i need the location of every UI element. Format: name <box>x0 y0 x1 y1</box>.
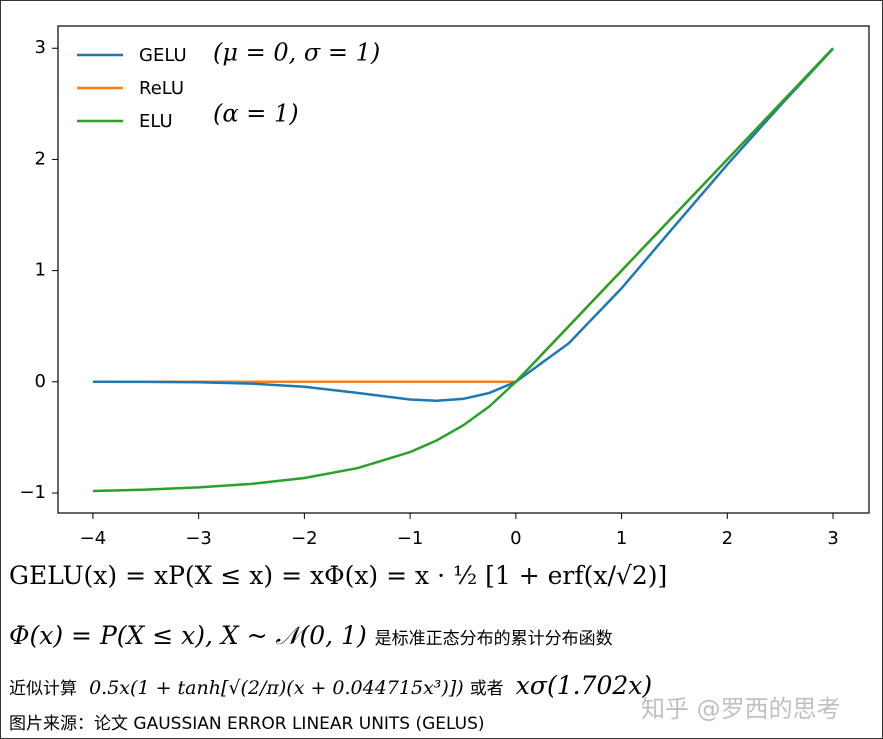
annotation: (α = 1) <box>213 100 299 128</box>
y-tick-label: 3 <box>35 37 46 58</box>
x-tick-label: −3 <box>185 528 212 549</box>
y-tick-label: −1 <box>19 482 46 503</box>
label: 或者 <box>469 679 504 699</box>
x-tick-label: 0 <box>510 528 521 549</box>
x-tick-label: −2 <box>291 528 318 549</box>
label: 近似计算 <box>9 679 77 699</box>
formula: 近似计算 0.5x(1 + tanh[√(2/π)(x + 0.044715x³… <box>9 671 652 700</box>
formula-note: 是标准正态分布的累计分布函数 <box>374 629 613 649</box>
x-tick-label: 2 <box>722 528 733 549</box>
formula: 0.5x(1 + tanh[√(2/π)(x + 0.044715x³)]) <box>89 677 464 699</box>
y-tick-label: 2 <box>35 148 46 169</box>
formula: xσ(1.702x) <box>515 671 653 700</box>
line <box>92 47 834 402</box>
x-tick-label: 1 <box>616 528 627 549</box>
formula: GELU(x) = xP(X ≤ x) = xΦ(x) = x · ½ [1 +… <box>9 561 668 590</box>
y-tick-label: 0 <box>35 371 46 392</box>
watermark: 知乎 @罗西的思考 <box>641 695 841 723</box>
legend-label: ReLU <box>139 78 184 99</box>
x-tick-label: −1 <box>397 528 424 549</box>
x-tick-label: −4 <box>80 528 107 549</box>
line <box>92 47 834 493</box>
legend-label: ELU <box>139 111 173 132</box>
legend-label: GELU <box>139 45 187 66</box>
plot-frame <box>57 25 870 514</box>
source: 图片来源：论文 GAUSSIAN ERROR LINEAR UNITS (GEL… <box>9 714 485 734</box>
line <box>92 47 834 384</box>
x-tick-label: 3 <box>827 528 838 549</box>
y-tick-label: 1 <box>35 260 46 281</box>
formula: Φ(x) = P(X ≤ x), X ~ 𝒩(0, 1) <box>9 621 367 650</box>
annotation: (μ = 0, σ = 1) <box>213 39 380 67</box>
chart: (μ = 0, σ = 1) (α = 1) −4 −3 −2 −1 0 1 2 3 −1 0 1 2… <box>19 25 870 549</box>
formula: Φ(x) = P(X ≤ x), X ~ 𝒩(0, 1) 是标准正态分布的累计分… <box>9 621 613 651</box>
